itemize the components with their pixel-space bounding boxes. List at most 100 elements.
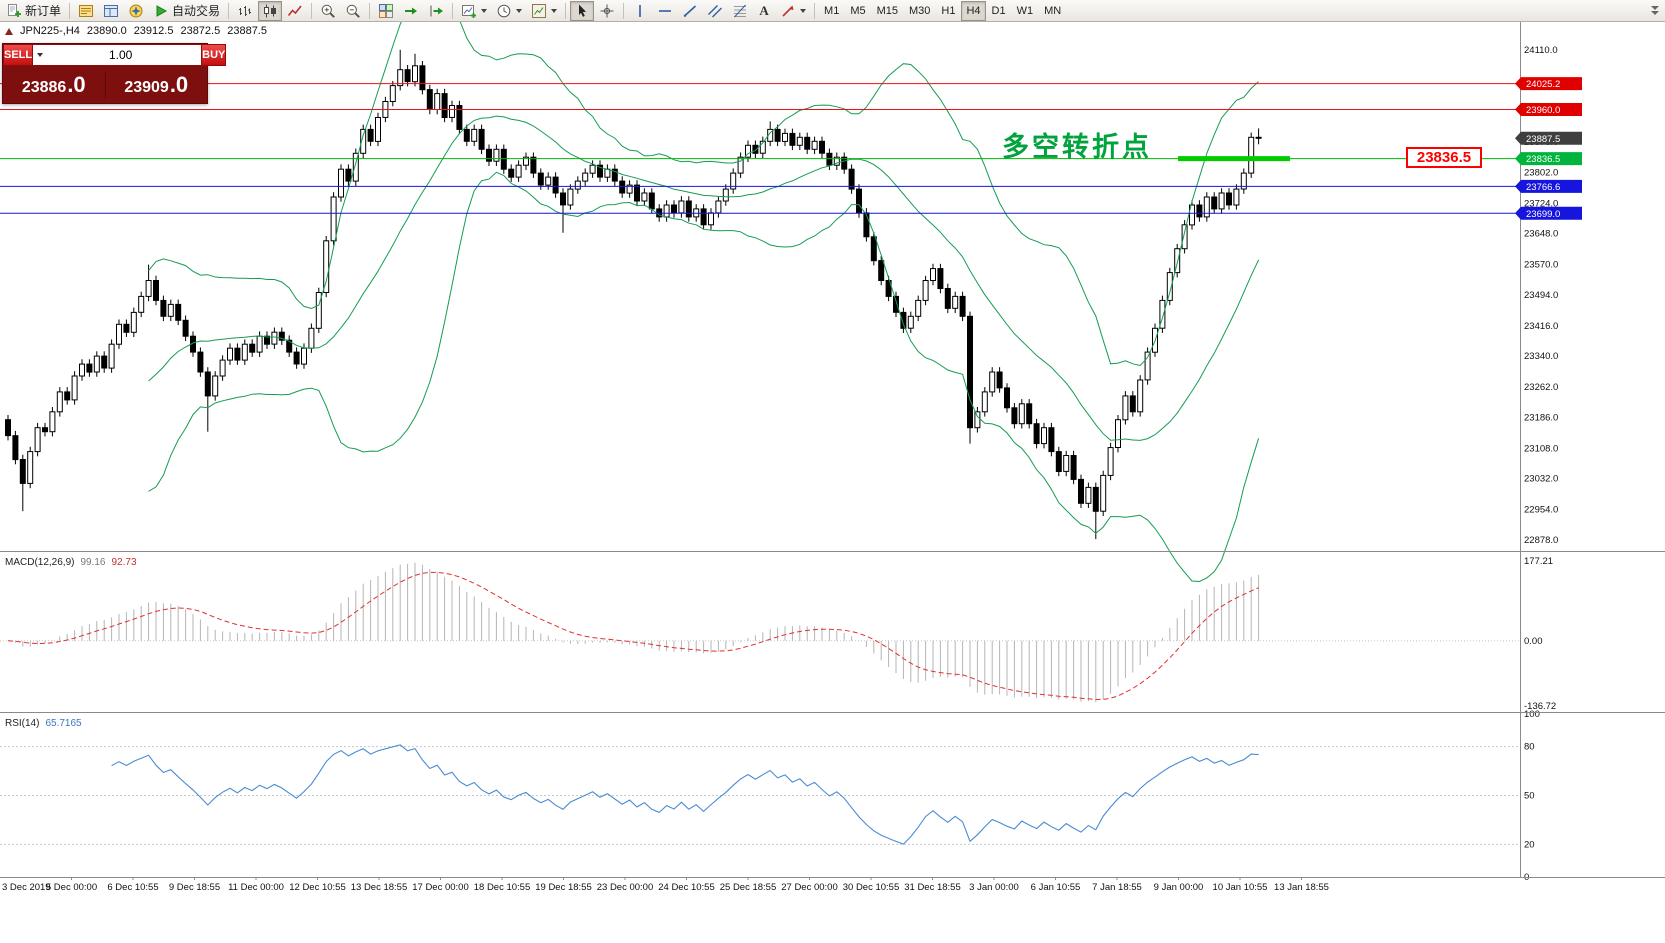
new-chart-icon (462, 4, 477, 18)
zoom-out-button[interactable] (341, 1, 365, 21)
time-axis-label: 12 Dec 10:55 (289, 882, 346, 893)
autotrading-icon (156, 4, 168, 17)
clock-icon (497, 4, 511, 17)
time-axis-label: 25 Dec 18:55 (720, 882, 777, 893)
template-icon (532, 3, 547, 18)
zoom-in-button[interactable] (316, 1, 340, 21)
open-value: 23890.0 (86, 25, 127, 37)
new-order-icon (8, 3, 21, 17)
time-axis-label: 24 Dec 10:55 (658, 882, 715, 893)
y-axis-label: 23570.0 (1524, 260, 1558, 271)
tile-windows-button[interactable] (374, 1, 398, 21)
cursor-tool-button[interactable] (570, 0, 595, 21)
crosshair-tool-button[interactable] (595, 1, 619, 21)
timeframe-d1-button[interactable]: D1 (987, 1, 1011, 21)
candles-layer (5, 49, 1262, 540)
y-axis-label: 23108.0 (1524, 443, 1558, 454)
market-watch-button[interactable] (74, 1, 98, 21)
timeframe-m15-button[interactable]: M15 (872, 1, 903, 21)
periods-button[interactable] (492, 1, 526, 21)
toolbar-separator (565, 2, 567, 19)
timeframe-h1-button[interactable]: H1 (936, 1, 960, 21)
channel-tool-button[interactable] (703, 1, 727, 21)
crosshair-icon (600, 4, 614, 17)
templates-button[interactable] (527, 1, 561, 21)
buy-price-frac: .0 (169, 71, 189, 97)
candlestick-mode-button[interactable] (258, 0, 283, 21)
volume-input[interactable] (43, 48, 199, 62)
bb-upper-band (148, 22, 1259, 367)
timeframe-h4-button[interactable]: H4 (961, 0, 986, 21)
rsi-axis-label: 50 (1524, 791, 1535, 802)
axis-price-badge (1515, 103, 1582, 116)
y-axis-label: 23494.0 (1524, 290, 1558, 301)
toolbar-separator (452, 2, 454, 19)
navigator-button[interactable] (124, 1, 148, 21)
line-chart-mode-button[interactable] (283, 1, 307, 21)
autoscroll-button[interactable] (399, 1, 423, 21)
bar-chart-mode-button[interactable] (233, 1, 257, 21)
time-axis-label: 23 Dec 00:00 (597, 882, 654, 893)
toolbar-separator (69, 2, 71, 19)
one-click-toggle-icon[interactable] (5, 27, 13, 35)
toolbar-separator (814, 2, 816, 19)
timeframe-m5-button[interactable]: M5 (845, 1, 870, 21)
y-axis-label: 23262.0 (1524, 382, 1558, 393)
fibonacci-tool-button[interactable] (728, 1, 752, 21)
time-axis-label: 13 Dec 18:55 (351, 882, 408, 893)
timeframe-mn-button[interactable]: MN (1039, 1, 1066, 21)
timeframe-w1-button[interactable]: W1 (1012, 1, 1039, 21)
buy-price[interactable]: 23909 .0 (106, 72, 208, 98)
candlestick-icon (264, 4, 277, 17)
time-axis-label: 9 Dec 18:55 (169, 882, 220, 893)
time-axis-label: 10 Jan 10:55 (1213, 882, 1268, 893)
new-chart-button[interactable] (457, 1, 491, 21)
low-value: 23872.5 (180, 25, 221, 37)
main-toolbar: 新订单 自动交易 (0, 0, 1665, 22)
sell-button[interactable]: SELL (3, 44, 34, 66)
chart-shift-button[interactable] (424, 1, 448, 21)
y-axis-label: 23416.0 (1524, 321, 1558, 332)
one-click-trading-panel: SELL BUY 23886 .0 23909 .0 (2, 43, 227, 104)
autoscroll-icon (405, 7, 418, 14)
zoom-out-icon (346, 4, 360, 18)
autotrading-button[interactable]: 自动交易 (149, 1, 224, 21)
arrow-tool-button[interactable] (776, 1, 810, 21)
new-order-button[interactable]: 新订单 (2, 1, 65, 21)
toolbar-separator (369, 2, 371, 19)
text-tool-button[interactable]: A (753, 1, 775, 21)
trendline-icon (683, 4, 697, 17)
chart-title-ohlc: JPN225-,H4 23890.0 23912.5 23872.5 23887… (5, 25, 267, 37)
close-value: 23887.5 (227, 25, 267, 37)
time-axis-label: 9 Jan 00:00 (1154, 882, 1204, 893)
timeframe-m30-button[interactable]: M30 (904, 1, 935, 21)
rsi-axis-label: 20 (1524, 839, 1535, 850)
time-axis-label: 5 Dec 00:00 (46, 882, 97, 893)
volume-dropdown-icon[interactable] (37, 53, 44, 57)
fibonacci-icon (734, 4, 747, 17)
trendline-tool-button[interactable] (678, 1, 702, 21)
data-window-button[interactable] (99, 1, 123, 21)
sell-price-main: 23886 (21, 78, 67, 96)
horizontal-line-icon (659, 9, 672, 12)
y-axis-label: 23186.0 (1524, 412, 1558, 423)
horizontal-line-tool-button[interactable] (653, 1, 677, 21)
axis-price-badge-label: 24025.2 (1526, 79, 1560, 90)
buy-button[interactable]: BUY (201, 44, 227, 66)
toolbar-overflow-icon[interactable] (1651, 6, 1659, 15)
toolbar-separator (311, 2, 313, 19)
volume-field-wrap (33, 44, 202, 66)
tile-windows-icon (379, 3, 394, 18)
channel-icon (708, 4, 723, 17)
time-axis-label: 11 Dec 00:00 (228, 882, 284, 893)
symbol-period-label: JPN225-,H4 (20, 25, 80, 37)
sell-price[interactable]: 23886 .0 (3, 72, 105, 98)
y-axis-label: 24110.0 (1524, 45, 1558, 56)
high-value: 23912.5 (133, 25, 174, 37)
axis-price-badge (1515, 131, 1582, 145)
time-axis-label: 30 Dec 10:55 (843, 882, 900, 893)
timeframe-m1-button[interactable]: M1 (819, 1, 844, 21)
price-chart[interactable]: 24110.024032.023956.023878.023802.023724… (0, 22, 1665, 943)
vertical-line-tool-button[interactable] (628, 1, 652, 21)
